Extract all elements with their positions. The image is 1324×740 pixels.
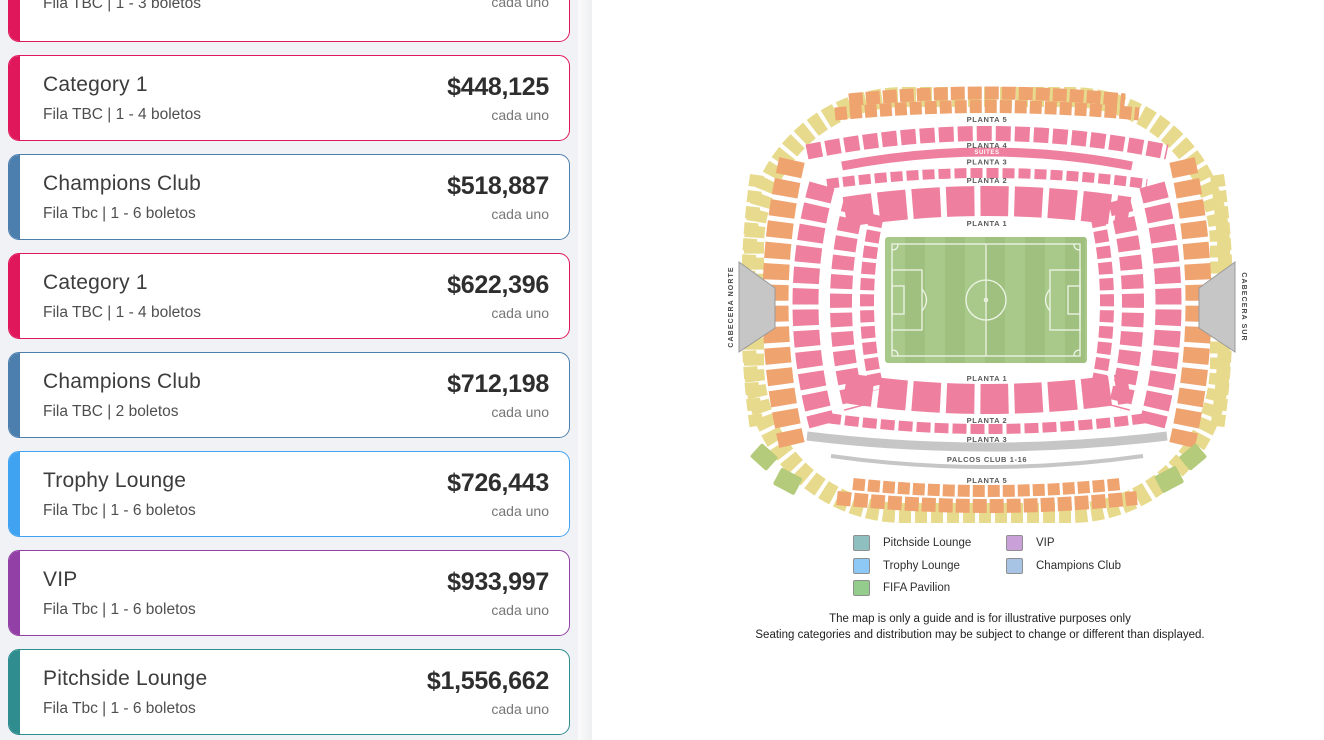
listing-row-info: Fila TBC | 2 boletos xyxy=(43,402,179,420)
planta-3-label-top: PLANTA 3 xyxy=(967,157,1008,166)
legend-item: VIP xyxy=(1006,535,1055,551)
palcos-club-band xyxy=(806,431,1168,469)
listings-panel: Fila TBC | 1 - 3 boletos cada uno Catego… xyxy=(0,0,578,740)
listing-price: $726,443 xyxy=(447,469,549,497)
cabecera-norte-label: CABECERA NORTE xyxy=(728,266,735,347)
category-color-bar xyxy=(9,56,20,140)
ring-pink xyxy=(792,126,1182,434)
listing-category: Category 1 xyxy=(43,72,148,96)
category-color-bar xyxy=(9,650,20,734)
suites-label: SUITES xyxy=(974,150,999,156)
legend-label: Champions Club xyxy=(1036,560,1122,572)
legend-label: Pitchside Lounge xyxy=(883,537,972,549)
fifa-pavilion-blocks xyxy=(750,443,1207,495)
listing-price: $448,125 xyxy=(447,73,549,101)
listing-per-unit: cada uno xyxy=(491,404,549,420)
champions-club-swatch xyxy=(1006,558,1023,574)
listing-price: $933,997 xyxy=(447,568,549,596)
listing-card[interactable]: Pitchside Lounge Fila Tbc | 1 - 6 boleto… xyxy=(8,649,570,735)
listing-price: $712,198 xyxy=(447,370,549,398)
category-color-bar xyxy=(9,254,20,338)
listing-row-info: Fila Tbc | 1 - 6 boletos xyxy=(43,501,196,519)
listing-per-unit: cada uno xyxy=(491,602,549,618)
listing-row-info: Fila Tbc | 1 - 6 boletos xyxy=(43,204,196,222)
fifa-pavilion-swatch xyxy=(853,580,870,596)
planta-2-label-top: PLANTA 2 xyxy=(967,176,1008,185)
listings-scrollbar[interactable] xyxy=(578,0,592,740)
category-color-bar xyxy=(9,551,20,635)
listing-per-unit: cada uno xyxy=(491,0,549,10)
listing-row-info: Fila Tbc | 1 - 6 boletos xyxy=(43,600,196,618)
listing-category: Champions Club xyxy=(43,171,202,195)
listing-price: $1,556,662 xyxy=(426,667,549,695)
legend-item: Champions Club xyxy=(1006,558,1121,574)
listing-card[interactable]: Category 1 Fila TBC | 1 - 4 boletos $622… xyxy=(8,253,570,339)
cabecera-sur-tunnel xyxy=(1198,261,1236,353)
pitchside-lounge-swatch xyxy=(853,535,870,551)
listing-per-unit: cada uno xyxy=(491,701,549,717)
listing-category: Pitchside Lounge xyxy=(43,666,208,690)
stadium-map-panel: PLANTA 5 PLANTA 4 SUITES PLANTA 3 PLANTA… xyxy=(592,0,1324,740)
category-color-bar xyxy=(9,155,20,239)
map-disclaimer-line2: Seating categories and distribution may … xyxy=(755,628,1205,641)
planta-2-label-bottom: PLANTA 2 xyxy=(967,416,1008,425)
ring-orange xyxy=(762,86,1212,513)
planta-5-label-bottom: PLANTA 5 xyxy=(967,476,1008,485)
planta-1-label-bottom: PLANTA 1 xyxy=(967,374,1008,383)
listing-category: Trophy Lounge xyxy=(43,468,187,492)
listing-per-unit: cada uno xyxy=(491,107,549,123)
map-disclaimer: The map is only a guide and is for illus… xyxy=(640,612,1320,643)
category-color-bar xyxy=(9,452,20,536)
listing-card[interactable]: VIP Fila Tbc | 1 - 6 boletos $933,997 ca… xyxy=(8,550,570,636)
planta-4-label: PLANTA 4 xyxy=(967,141,1008,150)
legend-item: FIFA Pavilion xyxy=(853,580,950,596)
legend-item: Pitchside Lounge xyxy=(853,535,971,551)
planta-3-label-bottom: PLANTA 3 xyxy=(967,435,1008,444)
listing-row-info: Fila TBC | 1 - 4 boletos xyxy=(43,303,201,321)
planta-1-label-top: PLANTA 1 xyxy=(967,219,1008,228)
listing-category: VIP xyxy=(43,567,78,591)
cabecera-sur-label: CABECERA SUR xyxy=(1240,272,1247,341)
listing-card[interactable]: Category 1 Fila TBC | 1 - 4 boletos $448… xyxy=(8,55,570,141)
listing-card[interactable]: Champions Club Fila Tbc | 1 - 6 boletos … xyxy=(8,154,570,240)
listing-row-info: Fila Tbc | 1 - 6 boletos xyxy=(43,699,196,717)
listing-category: Champions Club xyxy=(43,369,202,393)
legend-label: FIFA Pavilion xyxy=(883,582,951,594)
listing-price: $622,396 xyxy=(447,271,549,299)
listing-per-unit: cada uno xyxy=(491,206,549,222)
cabecera-norte-tunnel xyxy=(738,261,776,353)
listing-card[interactable]: Trophy Lounge Fila Tbc | 1 - 6 boletos $… xyxy=(8,451,570,537)
listing-price: $518,887 xyxy=(447,172,549,200)
map-disclaimer-line1: The map is only a guide and is for illus… xyxy=(829,613,1131,625)
listing-per-unit: cada uno xyxy=(491,503,549,519)
listing-card[interactable]: Fila TBC | 1 - 3 boletos cada uno xyxy=(8,0,570,42)
legend-label: Trophy Lounge xyxy=(883,560,960,572)
listing-row-info: Fila TBC | 1 - 4 boletos xyxy=(43,105,201,123)
category-color-bar xyxy=(9,0,20,41)
legend-label: VIP xyxy=(1036,537,1055,549)
category-color-bar xyxy=(9,353,20,437)
listing-card[interactable]: Champions Club Fila TBC | 2 boletos $712… xyxy=(8,352,570,438)
listing-per-unit: cada uno xyxy=(491,305,549,321)
stadium-map: PLANTA 5 PLANTA 4 SUITES PLANTA 3 PLANTA… xyxy=(728,86,1247,523)
listing-row-info: Fila TBC | 1 - 3 boletos xyxy=(43,0,201,12)
vip-swatch xyxy=(1006,535,1023,551)
legend-item: Trophy Lounge xyxy=(853,558,960,574)
field-markings xyxy=(891,243,1081,357)
listing-category: Category 1 xyxy=(43,270,148,294)
stadium-level-labels: PLANTA 5 PLANTA 4 SUITES PLANTA 3 PLANTA… xyxy=(728,115,1247,485)
palcos-club-label: PALCOS CLUB 1-16 xyxy=(947,455,1027,464)
planta-5-label-top: PLANTA 5 xyxy=(967,115,1008,124)
trophy-lounge-swatch xyxy=(853,558,870,574)
